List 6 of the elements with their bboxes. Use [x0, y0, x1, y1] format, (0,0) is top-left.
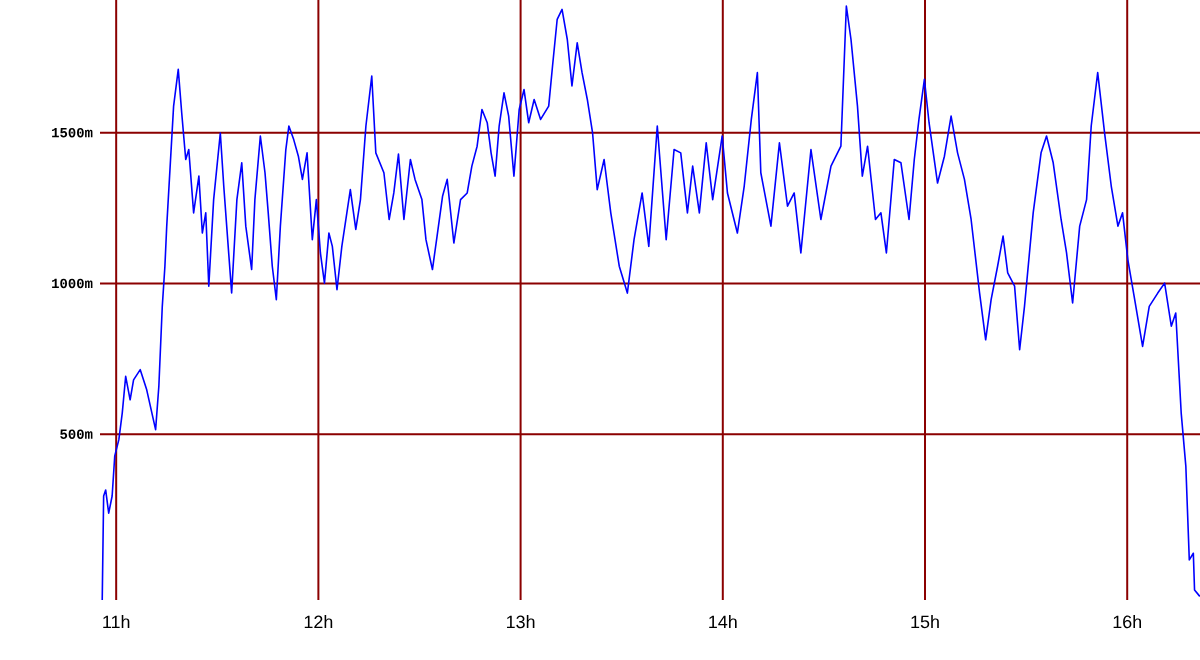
- x-tick-label: 14h: [709, 615, 737, 629]
- x-tick-label: 12h: [304, 615, 333, 629]
- x-tick-label: 11h: [103, 615, 130, 629]
- x-tick-label: 15h: [911, 615, 939, 629]
- x-tick-label: 13h: [507, 615, 535, 629]
- x-tick-label: 16h: [1113, 615, 1142, 629]
